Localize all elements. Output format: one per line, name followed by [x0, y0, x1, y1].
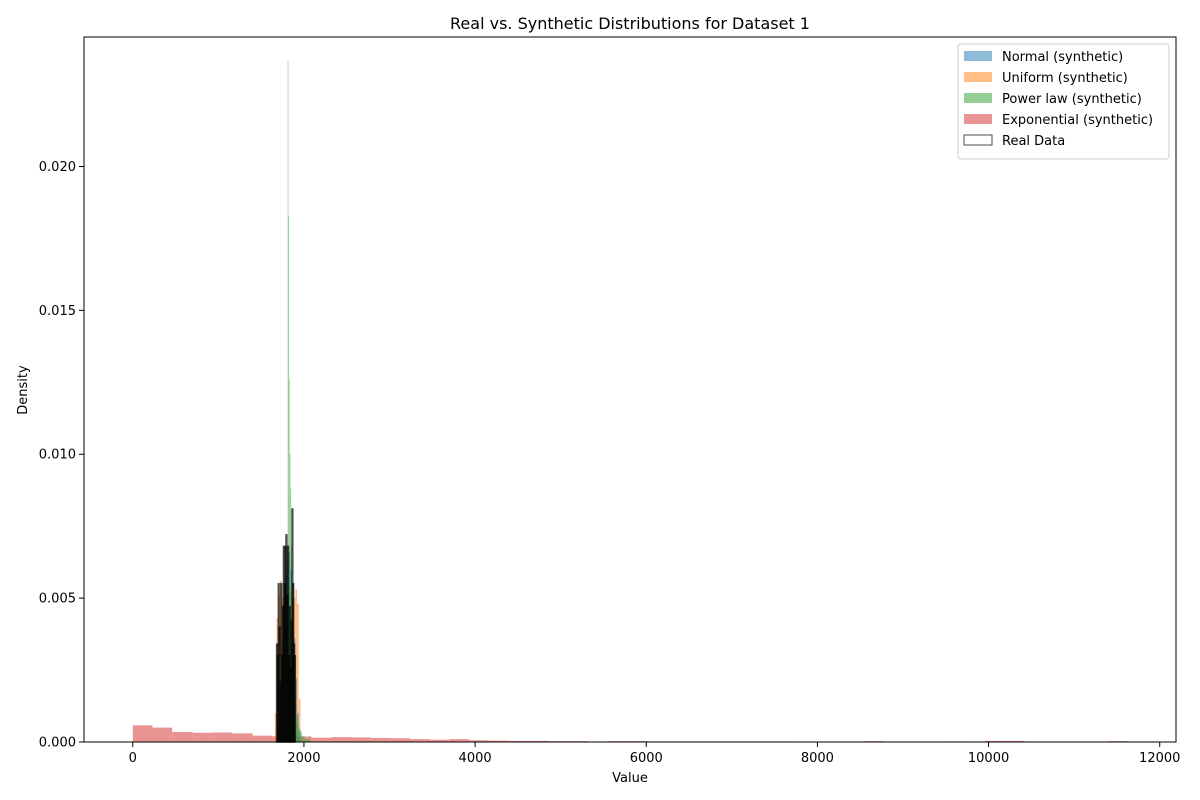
- x-tick-label: 12000: [1139, 751, 1180, 766]
- bar-power-law-synthetic-29: [307, 739, 309, 742]
- bar-exponential-synthetic-20: [529, 740, 549, 742]
- x-tick-label: 8000: [801, 751, 834, 766]
- bar-real-data-21: [293, 654, 297, 743]
- bar-exponential-synthetic-17: [469, 740, 489, 742]
- bar-power-law-synthetic-22: [302, 736, 304, 742]
- legend-swatch-real-data: [963, 134, 993, 146]
- bar-exponential-synthetic-19: [509, 740, 530, 742]
- bar-power-law-synthetic-2: [289, 379, 290, 742]
- bar-power-law-synthetic-32: [309, 739, 311, 742]
- bar-power-law-synthetic-24: [304, 739, 305, 742]
- bar-power-law-synthetic-12: [295, 716, 297, 742]
- bar-power-law-synthetic-30: [308, 739, 309, 742]
- bar-power-law-synthetic-0: [287, 60, 289, 742]
- bar-exponential-synthetic-16: [449, 739, 470, 742]
- x-tick-label: 2000: [287, 751, 320, 766]
- bar-power-law-synthetic-1: [288, 215, 290, 742]
- bar-power-law-synthetic-20: [301, 733, 303, 742]
- bar-exponential-synthetic-6: [252, 735, 273, 742]
- bar-power-law-synthetic-23: [303, 736, 305, 742]
- legend-label-exponential-synthetic: Exponential (synthetic): [1002, 113, 1153, 128]
- bar-power-law-synthetic-21: [302, 736, 303, 742]
- bar-exponential-synthetic-18: [488, 740, 510, 742]
- bar-power-law-synthetic-3: [289, 454, 291, 742]
- y-tick-label: 0.005: [39, 592, 76, 607]
- legend-box: [957, 43, 1170, 160]
- legend-label-power-law-synthetic: Power law (synthetic): [1002, 92, 1142, 107]
- bar-exponential-synthetic-12: [370, 737, 391, 742]
- bar-power-law-synthetic-13: [296, 721, 298, 742]
- legend-label-real-data: Real Data: [1002, 134, 1065, 149]
- bar-uniform-synthetic-14: [298, 698, 301, 742]
- x-axis-label: Value: [612, 771, 648, 786]
- bar-power-law-synthetic-15: [297, 724, 299, 742]
- bar-power-law-synthetic-27: [306, 739, 307, 742]
- bar-exponential-synthetic-2: [172, 731, 193, 742]
- legend-swatch-power-law-synthetic: [964, 93, 992, 103]
- bar-exponential-synthetic-35: [1004, 740, 1025, 742]
- bar-exponential-synthetic-13: [390, 738, 411, 742]
- x-tick-label: 6000: [630, 751, 663, 766]
- y-tick-label: 0.000: [39, 736, 76, 751]
- bar-power-law-synthetic-16: [298, 730, 300, 742]
- bar-power-law-synthetic-19: [300, 730, 302, 742]
- x-tick-label: 10000: [968, 751, 1009, 766]
- bar-exponential-synthetic-4: [212, 732, 233, 742]
- y-tick-label: 0.010: [39, 448, 76, 463]
- legend-swatch-uniform-synthetic: [964, 72, 992, 82]
- y-axis-ticks: 0.000 0.005 0.010 0.015 0.020: [39, 160, 84, 751]
- bar-exponential-synthetic-11: [351, 737, 371, 742]
- bar-exponential-synthetic-15: [429, 739, 450, 742]
- bar-power-law-synthetic-28: [306, 739, 308, 742]
- legend-swatch-exponential-synthetic: [964, 114, 992, 124]
- x-axis-ticks: 0 2000 4000 6000 8000 10000 12000: [129, 742, 1180, 766]
- chart-title: Real vs. Synthetic Distributions for Dat…: [450, 14, 810, 33]
- bar-power-law-synthetic-14: [297, 716, 298, 742]
- bar-power-law-synthetic-17: [299, 727, 300, 742]
- bar-exponential-synthetic-9: [311, 737, 332, 742]
- plot-area-frame: [83, 36, 1177, 743]
- bar-uniform-synthetic-13: [297, 603, 299, 742]
- bar-exponential-synthetic-5: [232, 733, 253, 742]
- histogram-bars: [132, 60, 1128, 743]
- bar-power-law-synthetic-31: [308, 736, 310, 742]
- y-axis-label: Density: [16, 365, 31, 415]
- y-tick-label: 0.015: [39, 304, 76, 319]
- bar-exponential-synthetic-1: [152, 727, 173, 742]
- x-tick-label: 4000: [459, 751, 492, 766]
- bar-uniform-synthetic-12: [295, 589, 298, 742]
- legend-swatch-normal-synthetic: [964, 51, 992, 61]
- bar-exponential-synthetic-14: [410, 739, 430, 742]
- bar-power-law-synthetic-25: [304, 736, 306, 742]
- y-tick-label: 0.020: [39, 160, 76, 175]
- bar-uniform-synthetic-0: [274, 713, 277, 742]
- bar-exponential-synthetic-0: [132, 725, 153, 742]
- x-tick-label: 0: [129, 751, 137, 766]
- bar-power-law-synthetic-26: [305, 739, 307, 742]
- bar-exponential-synthetic-34: [985, 740, 1005, 742]
- bar-power-law-synthetic-18: [300, 733, 301, 742]
- bar-exponential-synthetic-3: [192, 732, 213, 742]
- legend-label-normal-synthetic: Normal (synthetic): [1002, 50, 1123, 65]
- legend-label-uniform-synthetic: Uniform (synthetic): [1002, 71, 1128, 86]
- bar-exponential-synthetic-10: [331, 737, 352, 742]
- bar-normal-synthetic-10: [295, 678, 298, 742]
- legend: Normal (synthetic) Uniform (synthetic) Pow…: [957, 43, 1170, 160]
